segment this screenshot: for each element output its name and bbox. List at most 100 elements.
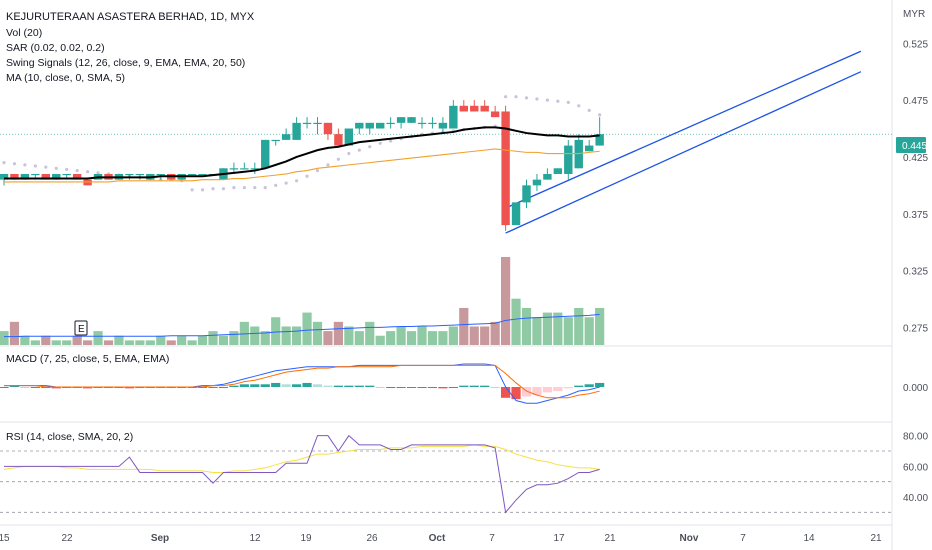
macd-histogram-bar [20,387,30,388]
macd-histogram-bar [532,387,542,396]
candle-body [532,179,542,186]
indicator-ma[interactable]: MA (10, close, 0, SMA, 5) [6,72,125,84]
candle-body [438,122,448,129]
volume-bar [260,331,270,345]
sar-dot [305,174,309,178]
volume-bar [469,326,479,345]
volume-bar [354,331,364,345]
candle-body [376,122,385,129]
indicator-swing[interactable]: Swing Signals (12, 26, close, 9, EMA, EM… [6,57,245,69]
sar-dot [54,166,58,170]
rsi-title[interactable]: RSI (14, close, SMA, 20, 2) [6,431,133,443]
candle-body [41,173,50,180]
volume-bar [9,321,20,345]
price-tick-label: 0.375 [903,210,928,221]
sar-dot [336,157,340,161]
sar-dot [598,113,602,117]
macd-histogram-bar [490,387,500,388]
volume-bar [323,331,333,345]
price-tick-label: 0.325 [903,267,928,278]
rsi-line [4,434,600,514]
grid [0,0,893,550]
candle-body [20,173,30,180]
indicator-vol[interactable]: Vol (20) [6,27,42,39]
macd-histogram-bar [302,382,312,387]
candle-body [323,122,333,135]
sar-dot [190,188,194,192]
sar-dot [357,148,361,152]
candle-body [271,139,280,142]
candle-body [417,122,427,125]
candle-body [470,105,479,112]
macd-histogram-bar [354,385,364,387]
last-price-value: 0.445 [902,141,927,152]
candle-body [564,145,573,174]
volume-bar [197,335,208,345]
volume-bar [51,340,61,345]
price-tick-label: 0.525 [903,39,928,50]
macd-histogram-bar [427,387,438,388]
macd-histogram-bar [229,385,239,387]
volume-bar [72,335,82,345]
candle-body [187,173,197,176]
macd-histogram-bar [448,387,458,388]
rsi-tick-label: 40.00 [903,493,928,504]
volume-bar [0,331,9,345]
earnings-marker-box[interactable] [74,320,88,336]
macd-histogram-bar [30,387,40,388]
candle-body [553,168,563,174]
trend-channel[interactable] [505,50,862,234]
sar-dot [232,186,236,190]
volume-bar [406,331,417,345]
candle-body [428,122,437,125]
macd-histogram-bar [51,387,61,389]
sar-dot [274,183,278,187]
candle-body [125,173,134,176]
x-tick-label: 17 [553,533,565,544]
volume-bar [427,331,438,345]
sar-dot [587,108,591,112]
candle-body [229,168,239,170]
macd-histogram-bar [375,387,385,388]
channel-lower-line [505,71,862,234]
macd-histogram-bar [386,387,396,388]
volume-bar [292,326,302,345]
candle-body [396,117,406,123]
x-tick-label: Oct [429,533,446,544]
volume-bar [563,317,573,345]
sar-dot [23,163,27,167]
candle-body [511,202,521,226]
volume-bar [532,317,542,345]
sar-dot [263,186,267,190]
candle-body [407,117,416,123]
volume-bar [521,307,532,345]
candle-body [292,122,301,140]
volume-bar [30,340,40,345]
volume-bar [480,326,490,345]
macd-histogram-bar [239,384,249,387]
macd-histogram-bar [292,384,302,387]
indicator-sar[interactable]: SAR (0.02, 0.02, 0.2) [6,42,105,54]
sar-dot [65,167,69,172]
candle-body [386,122,395,125]
candle-body [344,128,354,146]
candle-body [83,179,92,186]
candles [0,95,604,231]
macd-histogram-bar [406,387,417,388]
x-tick-label: 19 [300,533,312,544]
macd-histogram-bar [563,387,573,389]
candle-body [334,134,343,146]
sar-dot [315,168,320,173]
volume-bar [177,335,187,345]
candle-body [250,168,259,170]
macd-title[interactable]: MACD (7, 25, close, 5, EMA, EMA) [6,353,169,365]
macd-histogram-bar [553,387,563,392]
x-tick-label: 7 [489,533,495,544]
volume-bar [417,326,427,345]
sar-dot [253,186,257,190]
volume-bar [229,331,239,345]
earnings-marker-label: E [78,324,85,335]
volume-bar [250,326,260,345]
sar-dot [545,98,550,102]
